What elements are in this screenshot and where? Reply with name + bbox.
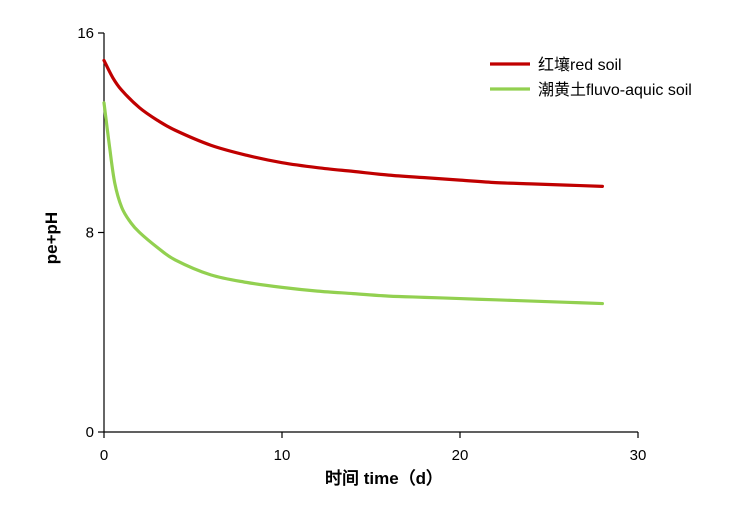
- legend-label: 潮黄土fluvo-aquic soil: [538, 81, 692, 99]
- series-line-red-soil: [102, 58, 604, 188]
- series-line-fluvo-aquic-soil: [102, 101, 604, 306]
- legend-label: 红壤red soil: [538, 55, 622, 74]
- x-tick-label: 30: [630, 447, 647, 464]
- x-axis-title: 时间 time（d）: [325, 468, 443, 488]
- x-tick-label: 0: [100, 447, 108, 464]
- x-tick-label: 10: [274, 447, 291, 464]
- legend: 红壤red soil 潮黄土fluvo-aquic soil: [490, 55, 692, 99]
- series: [102, 58, 604, 306]
- y-axis-title: pe+pH: [42, 212, 61, 264]
- x-tick-label: 20: [452, 447, 469, 464]
- y-tick-label: 0: [86, 424, 94, 441]
- y-tick-label: 8: [86, 225, 94, 242]
- y-tick-label: 16: [77, 25, 94, 42]
- ticks: 0 10 20 30 0 8 16: [77, 25, 646, 464]
